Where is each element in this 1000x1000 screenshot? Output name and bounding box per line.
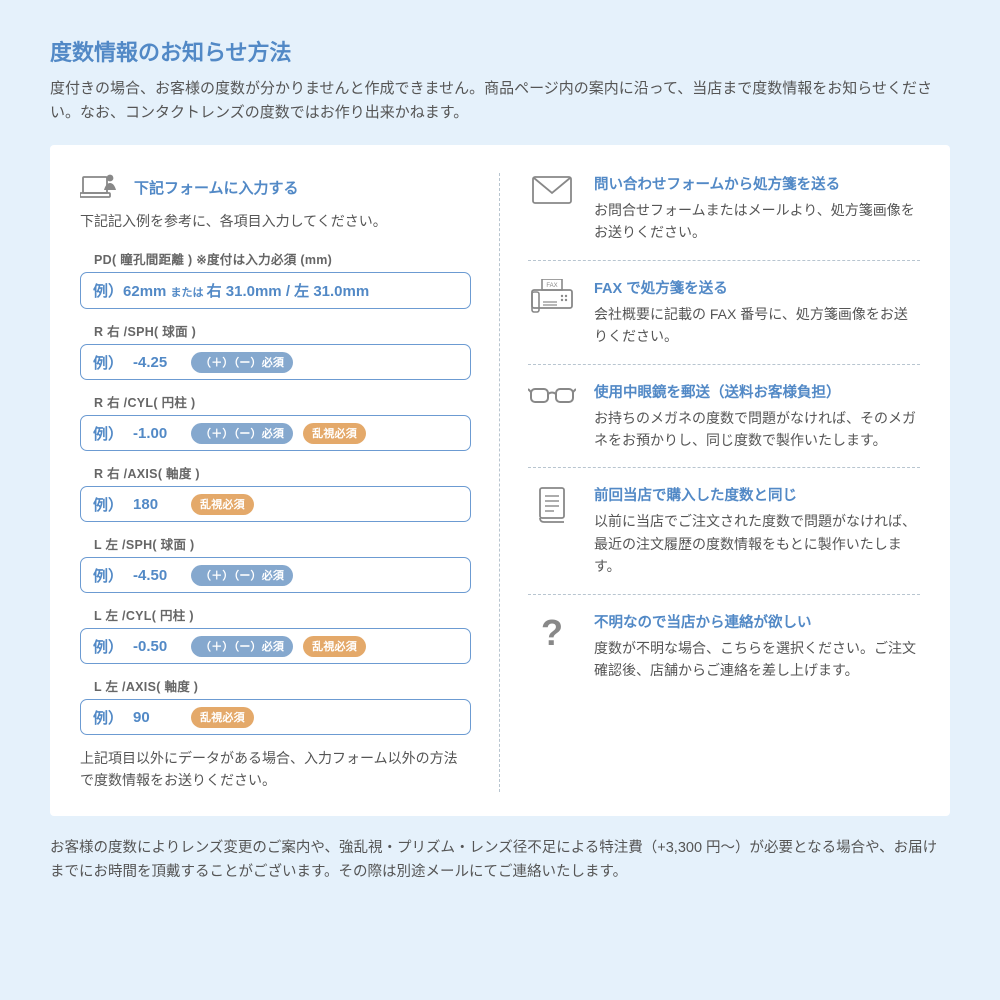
- svg-text:FAX: FAX: [546, 283, 557, 289]
- method-desc: お問合せフォームまたはメールより、処方箋画像をお送りください。: [594, 199, 920, 244]
- method-title: 問い合わせフォームから処方箋を送る: [594, 173, 920, 194]
- method-desc: 度数が不明な場合、こちらを選択ください。ご注文確認後、店舗からご連絡を差し上げま…: [594, 637, 920, 682]
- method-item: FAX FAX で処方箋を送る会社概要に記載の FAX 番号に、処方箋画像をお送り…: [528, 260, 920, 364]
- field-label: R 右 /SPH( 球面 ): [94, 321, 471, 340]
- method-title: 前回当店で購入した度数と同じ: [594, 484, 920, 505]
- doc-icon: [528, 484, 576, 577]
- example-value: -0.50: [133, 638, 181, 655]
- form-column: 下記フォームに入力する 下記記入例を参考に、各項目入力してください。 PD( 瞳…: [80, 173, 500, 792]
- method-text: 問い合わせフォームから処方箋を送るお問合せフォームまたはメールより、処方箋画像を…: [594, 173, 920, 244]
- field-label: L 左 /SPH( 球面 ): [94, 534, 471, 553]
- method-desc: 会社概要に記載の FAX 番号に、処方箋画像をお送りください。: [594, 303, 920, 348]
- example-value: -4.25: [133, 354, 181, 371]
- field-label: R 右 /AXIS( 軸度 ): [94, 463, 471, 482]
- main-panel: 下記フォームに入力する 下記記入例を参考に、各項目入力してください。 PD( 瞳…: [50, 145, 950, 816]
- glasses-icon: [528, 381, 576, 452]
- field-example-box: 例） -1.00 （＋）（ー）必須乱視必須: [80, 415, 471, 451]
- form-header: 下記フォームに入力する: [80, 173, 471, 201]
- mail-icon: [528, 173, 576, 244]
- sign-required-pill: （＋）（ー）必須: [191, 423, 293, 444]
- astigmatism-required-pill: 乱視必須: [191, 494, 254, 515]
- example-value: -1.00: [133, 425, 181, 442]
- svg-text:?: ?: [541, 613, 563, 653]
- example-value: 180: [133, 496, 181, 513]
- method-item: 前回当店で購入した度数と同じ以前に当店でご注文された度数で問題がなければ、最近の…: [528, 467, 920, 593]
- example-value: 90: [133, 709, 181, 726]
- method-title: 使用中眼鏡を郵送（送料お客様負担）: [594, 381, 920, 402]
- method-item: ? 不明なので当店から連絡が欲しい度数が不明な場合、こちらを選択ください。ご注文確…: [528, 594, 920, 698]
- method-text: 前回当店で購入した度数と同じ以前に当店でご注文された度数で問題がなければ、最近の…: [594, 484, 920, 577]
- example-prefix: 例）: [93, 423, 123, 444]
- method-desc: お持ちのメガネの度数で問題がなければ、そのメガネをお預かりし、同じ度数で製作いた…: [594, 407, 920, 452]
- field-label: PD( 瞳孔間距離 ) ※度付は入力必須 (mm): [94, 249, 471, 268]
- field-example-box: 例） 90 乱視必須: [80, 699, 471, 735]
- method-title: FAX で処方箋を送る: [594, 277, 920, 298]
- example-prefix: 例）: [93, 707, 123, 728]
- example-prefix: 例）: [93, 494, 123, 515]
- sign-required-pill: （＋）（ー）必須: [191, 636, 293, 657]
- form-title: 下記フォームに入力する: [134, 177, 299, 198]
- field-label: L 左 /AXIS( 軸度 ): [94, 676, 471, 695]
- page-heading: 度数情報のお知らせ方法: [50, 35, 950, 67]
- sign-required-pill: （＋）（ー）必須: [191, 352, 293, 373]
- form-footnote: 上記項目以外にデータがある場合、入力フォーム以外の方法で度数情報をお送りください…: [80, 747, 471, 792]
- fax-icon: FAX: [528, 277, 576, 348]
- method-text: FAX で処方箋を送る会社概要に記載の FAX 番号に、処方箋画像をお送りくださ…: [594, 277, 920, 348]
- method-desc: 以前に当店でご注文された度数で問題がなければ、最近の注文履歴の度数情報をもとに製…: [594, 510, 920, 577]
- methods-column: 問い合わせフォームから処方箋を送るお問合せフォームまたはメールより、処方箋画像を…: [500, 173, 920, 792]
- laptop-person-icon: [80, 173, 120, 201]
- question-icon: ?: [528, 611, 576, 682]
- field-label: R 右 /CYL( 円柱 ): [94, 392, 471, 411]
- astigmatism-required-pill: 乱視必須: [303, 423, 366, 444]
- sign-required-pill: （＋）（ー）必須: [191, 565, 293, 586]
- field-example-box: 例） -4.50 （＋）（ー）必須: [80, 557, 471, 593]
- example-value: -4.50: [133, 567, 181, 584]
- field-example-box: 例） -0.50 （＋）（ー）必須乱視必須: [80, 628, 471, 664]
- footer-note: お客様の度数によりレンズ変更のご案内や、強乱視・プリズム・レンズ径不足による特注…: [50, 836, 950, 885]
- pd-example-text: 例）62mm または 右 31.0mm / 左 31.0mm: [93, 280, 369, 301]
- astigmatism-required-pill: 乱視必須: [191, 707, 254, 728]
- field-example-box: 例）62mm または 右 31.0mm / 左 31.0mm: [80, 272, 471, 309]
- astigmatism-required-pill: 乱視必須: [303, 636, 366, 657]
- example-prefix: 例）: [93, 352, 123, 373]
- method-title: 不明なので当店から連絡が欲しい: [594, 611, 920, 632]
- method-item: 問い合わせフォームから処方箋を送るお問合せフォームまたはメールより、処方箋画像を…: [528, 173, 920, 260]
- method-text: 不明なので当店から連絡が欲しい度数が不明な場合、こちらを選択ください。ご注文確認…: [594, 611, 920, 682]
- form-subtitle: 下記記入例を参考に、各項目入力してください。: [80, 211, 471, 231]
- field-example-box: 例） 180 乱視必須: [80, 486, 471, 522]
- intro-text: 度付きの場合、お客様の度数が分かりませんと作成できません。商品ページ内の案内に沿…: [50, 77, 950, 125]
- example-prefix: 例）: [93, 565, 123, 586]
- method-text: 使用中眼鏡を郵送（送料お客様負担） お持ちのメガネの度数で問題がなければ、そのメガ…: [594, 381, 920, 452]
- example-prefix: 例）: [93, 636, 123, 657]
- field-label: L 左 /CYL( 円柱 ): [94, 605, 471, 624]
- method-item: 使用中眼鏡を郵送（送料お客様負担） お持ちのメガネの度数で問題がなければ、そのメガ…: [528, 364, 920, 468]
- field-example-box: 例） -4.25 （＋）（ー）必須: [80, 344, 471, 380]
